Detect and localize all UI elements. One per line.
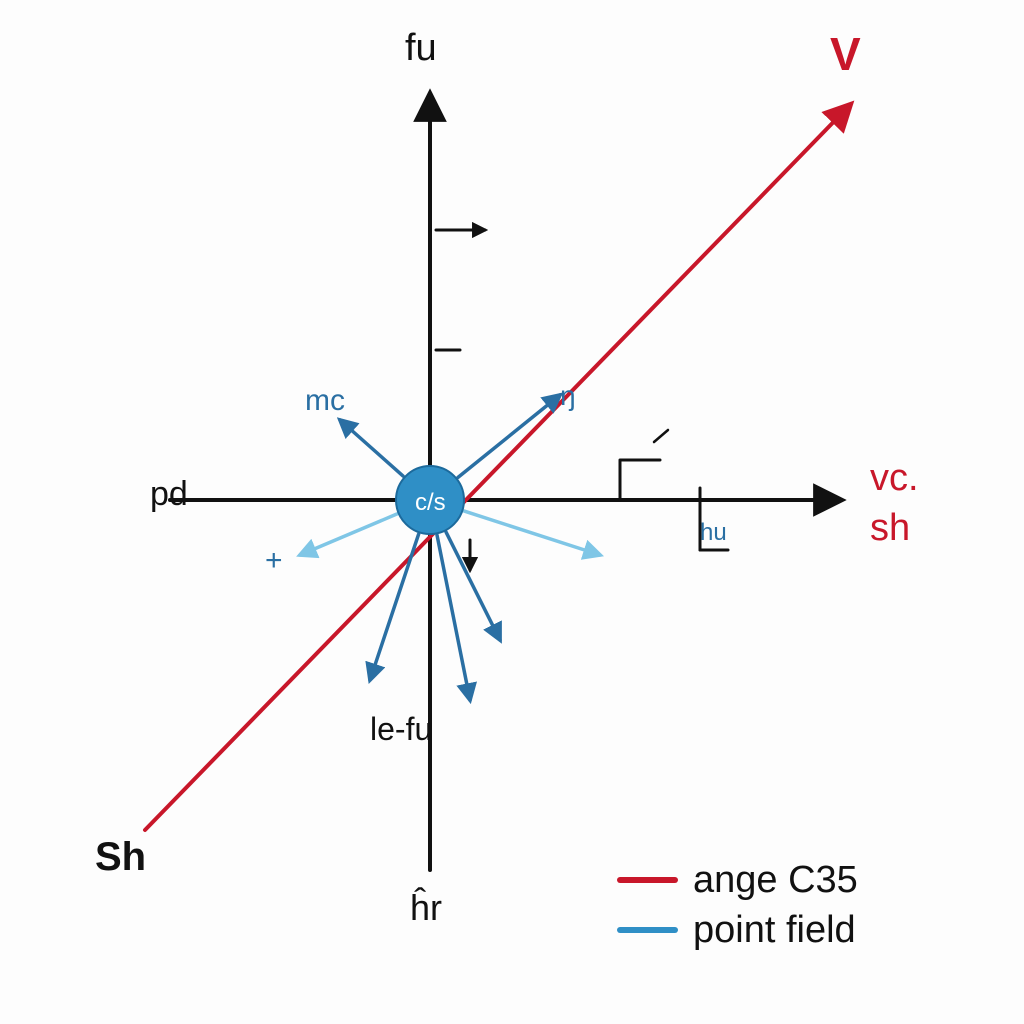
angle-marker [620, 460, 660, 500]
label-hook: hu [700, 519, 727, 546]
label-right2: sh [870, 507, 910, 549]
label-plus: + [265, 544, 283, 577]
field-arrow-1 [458, 395, 560, 477]
label-sh: Sh [95, 835, 146, 879]
label-v: V [830, 28, 861, 80]
diagonal-v-line [145, 105, 850, 830]
field-arrow-3 [464, 511, 600, 555]
label-bottom: ĥr [410, 886, 442, 928]
label-lefu: le-fu [370, 711, 432, 747]
label-left: pd [150, 475, 188, 513]
legend-label-0: ange C35 [693, 859, 858, 901]
label-cs: c/s [415, 489, 446, 516]
field-arrow-2 [300, 514, 397, 555]
field-arrow-0 [340, 420, 403, 476]
label-right1: vc. [870, 457, 919, 499]
field-arrow-5 [437, 535, 470, 700]
angle-marker-tick [654, 430, 668, 442]
label-iv: ŋ [560, 380, 576, 411]
legend-label-1: point field [693, 909, 856, 951]
label-mc: mc [305, 384, 345, 417]
label-top: fu [405, 27, 437, 69]
field-arrow-4 [370, 534, 419, 680]
